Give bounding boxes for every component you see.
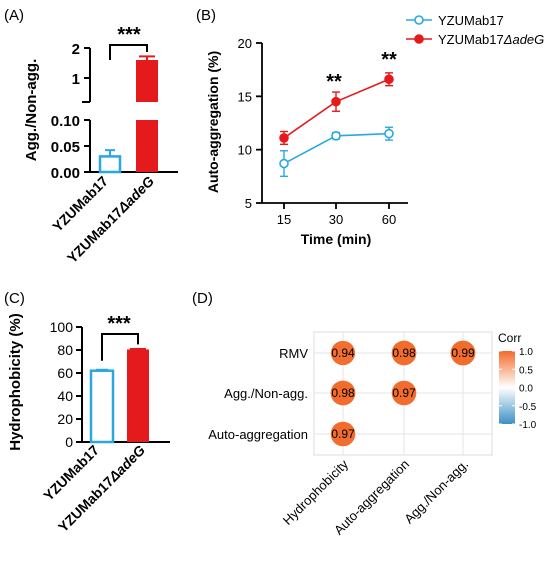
colorbar-tick-label: -1.0 [519, 420, 537, 431]
row-label: RMV [279, 346, 308, 361]
colorbar-tick-label: -0.5 [519, 402, 537, 413]
svg-text:YZUMab17ΔadeG: YZUMab17ΔadeG [55, 442, 148, 535]
panel-a: (A) Agg./Non-agg. 1 2 0.00 0.05 0.10 *** YZU… [4, 7, 178, 266]
significance-bracket [109, 44, 148, 60]
bar-yzumab17 [89, 369, 115, 444]
x-tick-label: 30 [329, 212, 343, 227]
data-point [279, 133, 289, 143]
colorbar-title: Corr [498, 331, 521, 345]
panel-b-axes: 5 10 15 20 15 30 60 [238, 36, 408, 227]
bar-yzumab17 [98, 155, 122, 174]
correlation-value: 0.98 [392, 346, 416, 360]
bar-yzumab17-adeg-upper [136, 60, 158, 102]
panel-a-cat-label-2: YZUMab17ΔadeG [64, 173, 157, 266]
panel-a-significance: *** [117, 24, 141, 46]
panel-c-axes: 0 20 40 60 80 100 [50, 319, 170, 450]
panel-b-marks [279, 72, 394, 178]
panel-d-marks: 0.94 0.98 0.99 0.98 0.97 0.97 [330, 340, 476, 447]
y-tick-label: 0 [65, 434, 73, 450]
data-point [279, 158, 289, 169]
significance-bracket [101, 333, 139, 361]
correlation-value: 0.98 [331, 386, 355, 400]
panel-b-xlabel: Time (min) [301, 231, 372, 247]
data-point [331, 131, 341, 141]
y-tick-label: 5 [245, 196, 252, 211]
legend-entry-series-2: YZUMab17ΔadeG [406, 32, 544, 47]
y-tick-label: 80 [57, 342, 73, 358]
y-tick-label: 20 [57, 411, 73, 427]
y-tick-label: 2 [72, 41, 80, 58]
y-tick-label: 15 [238, 89, 252, 104]
correlation-circle [391, 340, 417, 366]
svg-text:YZUMab17ΔadeG: YZUMab17ΔadeG [64, 173, 157, 266]
y-tick-label: 0.10 [51, 113, 80, 130]
panel-d-colorbar: Corr 1.0 0.5 0.0 -0.5 -1.0 [498, 331, 537, 431]
row-label: Auto-aggregation [208, 427, 308, 442]
y-tick-label: 1 [72, 71, 80, 88]
data-point [384, 74, 394, 85]
panel-c-significance: *** [107, 313, 131, 335]
x-tick-label: 60 [382, 212, 396, 227]
x-tick-label: 15 [277, 212, 291, 227]
legend-entry-series-1: YZUMab17 [406, 13, 504, 28]
panel-b-legend: YZUMab17 YZUMab17ΔadeG [406, 13, 544, 47]
colorbar-tick-label: 0.5 [519, 365, 533, 376]
y-tick-label: 10 [238, 143, 252, 158]
panel-b-annotation-60: ** [381, 49, 397, 71]
data-point [331, 96, 341, 107]
y-tick-label: 0.05 [51, 139, 80, 156]
panel-d-label: (D) [192, 290, 213, 307]
colorbar-tick-label: 0.0 [519, 384, 533, 395]
panel-b-label: (B) [196, 7, 216, 24]
panel-b: (B) Auto-aggregation (%) Time (min) 5 10 1… [196, 7, 544, 247]
correlation-circle [450, 340, 476, 366]
svg-text:YZUMab17ΔadeG: YZUMab17ΔadeG [438, 32, 544, 47]
y-tick-label: 40 [57, 388, 73, 404]
bar-yzumab17-adeg [127, 349, 149, 442]
correlation-value: 0.97 [392, 386, 416, 400]
data-point [384, 128, 394, 139]
bar-yzumab17-adeg-lower [136, 120, 158, 172]
svg-text:YZUMab17: YZUMab17 [438, 13, 504, 28]
correlation-value: 0.97 [331, 427, 355, 441]
correlation-circle [330, 340, 356, 366]
y-tick-label: 20 [238, 36, 252, 51]
correlation-circle [330, 380, 356, 406]
panel-c-marks [89, 333, 149, 444]
panel-b-ylabel: Auto-aggregation (%) [205, 51, 221, 193]
panel-c-ylabel: Hydrophobicity (%) [7, 313, 24, 451]
panel-a-marks [98, 44, 158, 174]
correlation-circle [391, 380, 417, 406]
correlation-value: 0.99 [451, 346, 475, 360]
row-label: Agg./Non-agg. [224, 386, 308, 401]
correlation-value: 0.94 [331, 346, 355, 360]
colorbar [499, 351, 515, 424]
panel-a-label: (A) [4, 7, 24, 24]
panel-a-ylabel: Agg./Non-agg. [23, 59, 40, 161]
panel-c-label: (C) [4, 290, 25, 307]
panel-a-axes: 1 2 0.00 0.05 0.10 [51, 41, 178, 182]
panel-c-cat-label-2: YZUMab17ΔadeG [55, 442, 148, 535]
panel-d: (D) 0.94 0.98 0.99 0.98 0.97 0.97 RMV Agg./Non… [192, 290, 537, 538]
correlation-circle [330, 421, 356, 447]
y-tick-label: 0.00 [51, 165, 80, 182]
panel-b-annotation-30: ** [326, 71, 342, 93]
y-tick-label: 100 [50, 319, 74, 335]
y-tick-label: 60 [57, 365, 73, 381]
colorbar-tick-label: 1.0 [519, 347, 533, 358]
